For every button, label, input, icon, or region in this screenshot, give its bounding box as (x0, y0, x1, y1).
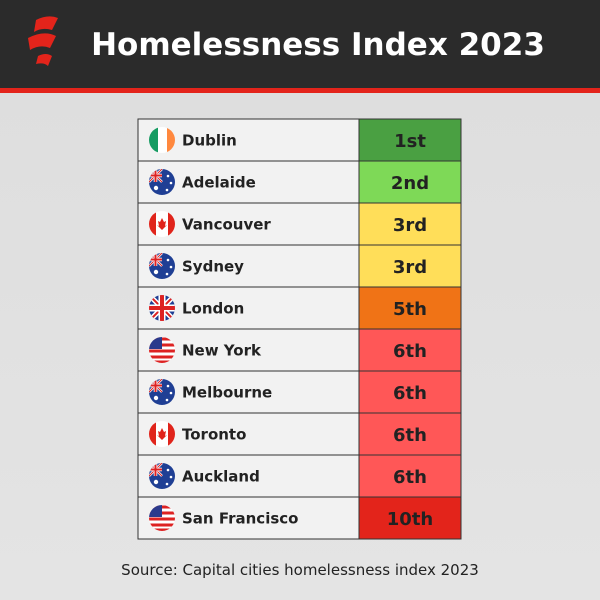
flag-icon (149, 421, 175, 447)
rank-cell (358, 202, 462, 246)
city-name: Toronto (182, 426, 246, 444)
rank-label: 6th (393, 425, 427, 446)
logo (28, 16, 58, 66)
rank-label: 1st (394, 131, 426, 152)
rank-label: 6th (393, 383, 427, 404)
city-name: New York (182, 342, 262, 360)
flag-icon (149, 169, 175, 195)
rank-cell (358, 496, 462, 540)
flag-icon (149, 463, 175, 489)
city-name: Adelaide (182, 174, 256, 192)
flag-icon (149, 379, 175, 405)
header-bar (0, 0, 600, 88)
rank-label: 5th (393, 299, 427, 320)
rank-cell (358, 244, 462, 288)
rank-cell (358, 412, 462, 456)
rank-label: 10th (387, 509, 433, 530)
rank-cell (358, 286, 462, 330)
flag-icon (149, 295, 175, 321)
rank-label: 2nd (391, 173, 429, 194)
rank-cell (358, 118, 462, 162)
rank-cell (358, 454, 462, 498)
city-name: Melbourne (182, 384, 272, 402)
city-name: Vancouver (182, 216, 271, 234)
rank-cell (358, 370, 462, 414)
flag-icon (149, 127, 175, 153)
title: Homelessness Index 2023 (91, 27, 545, 63)
rank-cell (358, 328, 462, 372)
city-name: Auckland (182, 468, 260, 486)
flag-icon (149, 211, 175, 237)
ranking-table: Dublin 1st Adelaide 2nd Vancouver 3rd Sydney 3r… (137, 118, 462, 540)
flag-icon (149, 337, 175, 363)
city-name: London (182, 300, 244, 318)
city-name: Dublin (182, 132, 237, 150)
city-name: San Francisco (182, 510, 298, 528)
flag-icon (149, 505, 175, 531)
rank-label: 3rd (393, 257, 427, 278)
flag-icon (149, 253, 175, 279)
rank-cell (358, 160, 462, 204)
header-stripe (0, 88, 600, 93)
city-name: Sydney (182, 258, 244, 276)
rank-label: 3rd (393, 215, 427, 236)
source: Source: Capital cities homelessness inde… (121, 561, 479, 579)
rank-label: 6th (393, 341, 427, 362)
rank-label: 6th (393, 467, 427, 488)
